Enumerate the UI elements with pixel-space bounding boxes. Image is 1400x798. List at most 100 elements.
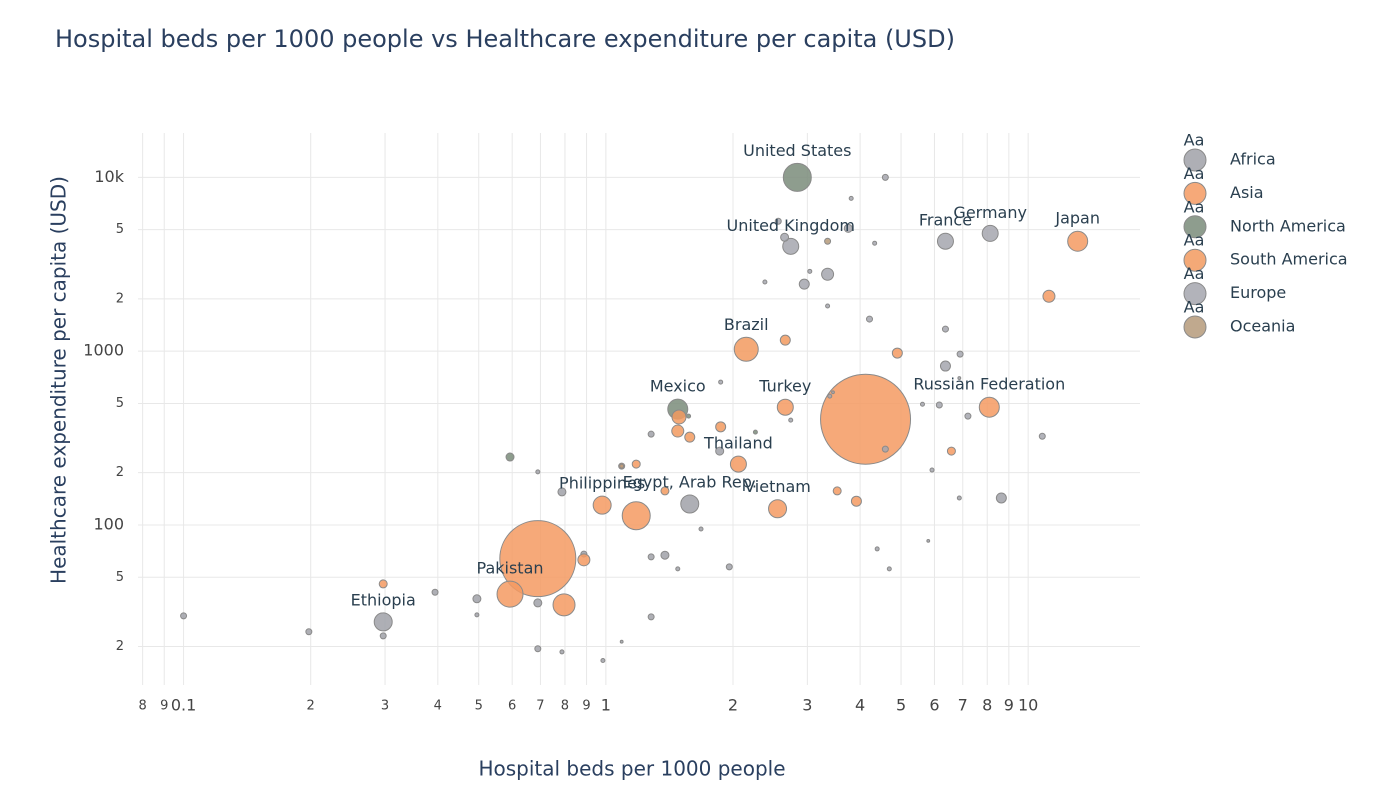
chart-title: Hospital beds per 1000 people vs Healthc… [55, 25, 955, 53]
bubble [886, 566, 892, 572]
point-label: Russian Federation [913, 375, 1065, 394]
legend-label: Africa [1230, 150, 1276, 169]
bubble [305, 628, 313, 636]
bubble [981, 224, 999, 242]
x-tick-label: 4 [855, 696, 865, 715]
legend-label: Asia [1230, 183, 1264, 202]
bubble [941, 325, 949, 333]
bubble [733, 336, 759, 362]
bubble [499, 520, 577, 598]
bubble [378, 579, 388, 589]
bubble [824, 237, 832, 245]
x-tick-label: 9 [1004, 696, 1014, 715]
point-label: United Kingdom [727, 216, 855, 235]
y-axis-title: Healthcare expenditure per capita (USD) [47, 176, 71, 584]
bubble [807, 268, 813, 274]
bubble [686, 413, 692, 419]
bubble [762, 279, 768, 285]
y-tick-label: 10k [94, 167, 124, 186]
bubble [825, 303, 831, 309]
bubble [891, 347, 903, 359]
bubble [619, 639, 624, 644]
x-tick-label: 5 [475, 699, 483, 714]
bubble [660, 486, 670, 496]
x-tick-label: 9 [582, 699, 590, 714]
bubble [600, 658, 606, 664]
legend-label: North America [1230, 216, 1346, 235]
bubble [505, 452, 515, 462]
bubble [935, 401, 943, 409]
legend-marker [1183, 181, 1207, 205]
bubble [577, 553, 591, 567]
legend-marker [1183, 148, 1207, 172]
legend-marker [1183, 315, 1207, 339]
bubble [379, 632, 387, 640]
bubble [431, 588, 439, 596]
bubble [474, 612, 480, 618]
point-label: Vietnam [744, 477, 811, 496]
legend-label: South America [1230, 250, 1348, 269]
bubble [832, 486, 842, 496]
y-tick-label: 5 [116, 570, 124, 585]
plot-area [180, 162, 1089, 664]
y-tick-label: 2 [116, 639, 124, 654]
x-tick-label: 7 [958, 696, 968, 715]
legend-marker [1183, 282, 1207, 306]
bubble [718, 379, 724, 385]
point-label: United States [743, 141, 851, 160]
bubble [534, 645, 542, 653]
y-tick-label: 2 [116, 291, 124, 306]
bubble [621, 501, 651, 531]
bubble [798, 278, 810, 290]
bubble [496, 580, 524, 608]
bubble [684, 431, 696, 443]
bubble [592, 495, 612, 515]
x-tick-label: 3 [802, 696, 812, 715]
bubble [1038, 432, 1046, 440]
legend-symbol-text: Aa [1184, 231, 1205, 250]
bubble [1067, 230, 1089, 252]
legend-symbol-text: Aa [1184, 298, 1205, 317]
y-tick-label: 5 [116, 222, 124, 237]
bubble [995, 492, 1007, 504]
bubble [533, 598, 543, 608]
legend-symbol-text: Aa [1184, 264, 1205, 283]
x-tick-label: 6 [508, 699, 516, 714]
legend: Aa Africa Aa Asia Aa North America Aa South Ame… [1183, 131, 1348, 339]
bubble [820, 373, 912, 465]
point-label: Brazil [724, 315, 769, 334]
bubble [821, 267, 835, 281]
bubble [776, 398, 794, 416]
bubble [774, 217, 782, 225]
bubble [535, 469, 541, 475]
point-label: Turkey [758, 377, 811, 396]
bubble [660, 550, 670, 560]
bubble [768, 499, 788, 519]
bubble [671, 409, 687, 425]
legend-symbol-text: Aa [1184, 164, 1205, 183]
x-tick-label: 8 [982, 696, 992, 715]
bubble [715, 446, 725, 456]
legend-symbol-text: Aa [1184, 131, 1205, 150]
bubble [373, 612, 393, 632]
bubble [729, 455, 747, 473]
bubble [752, 429, 758, 435]
y-tick-label: 5 [116, 396, 124, 411]
point-label: Mexico [650, 377, 706, 396]
bubble [926, 538, 931, 543]
bubble [827, 393, 833, 399]
bubble [964, 412, 972, 420]
x-tick-label: 10 [1018, 696, 1038, 715]
x-tick-label: 7 [536, 699, 544, 714]
bubble [782, 162, 812, 192]
point-label: Germany [953, 203, 1027, 222]
labels: Ethiopia Egypt, Arab Rep. Pakistan Japan Rus… [351, 141, 1100, 609]
point-label: Thailand [703, 434, 773, 453]
point-label: Japan [1054, 209, 1100, 228]
bubble [978, 396, 1000, 418]
bubble [472, 594, 482, 604]
bubble [559, 649, 565, 655]
bubble [782, 237, 800, 255]
x-tick-label: 0.1 [171, 696, 196, 715]
